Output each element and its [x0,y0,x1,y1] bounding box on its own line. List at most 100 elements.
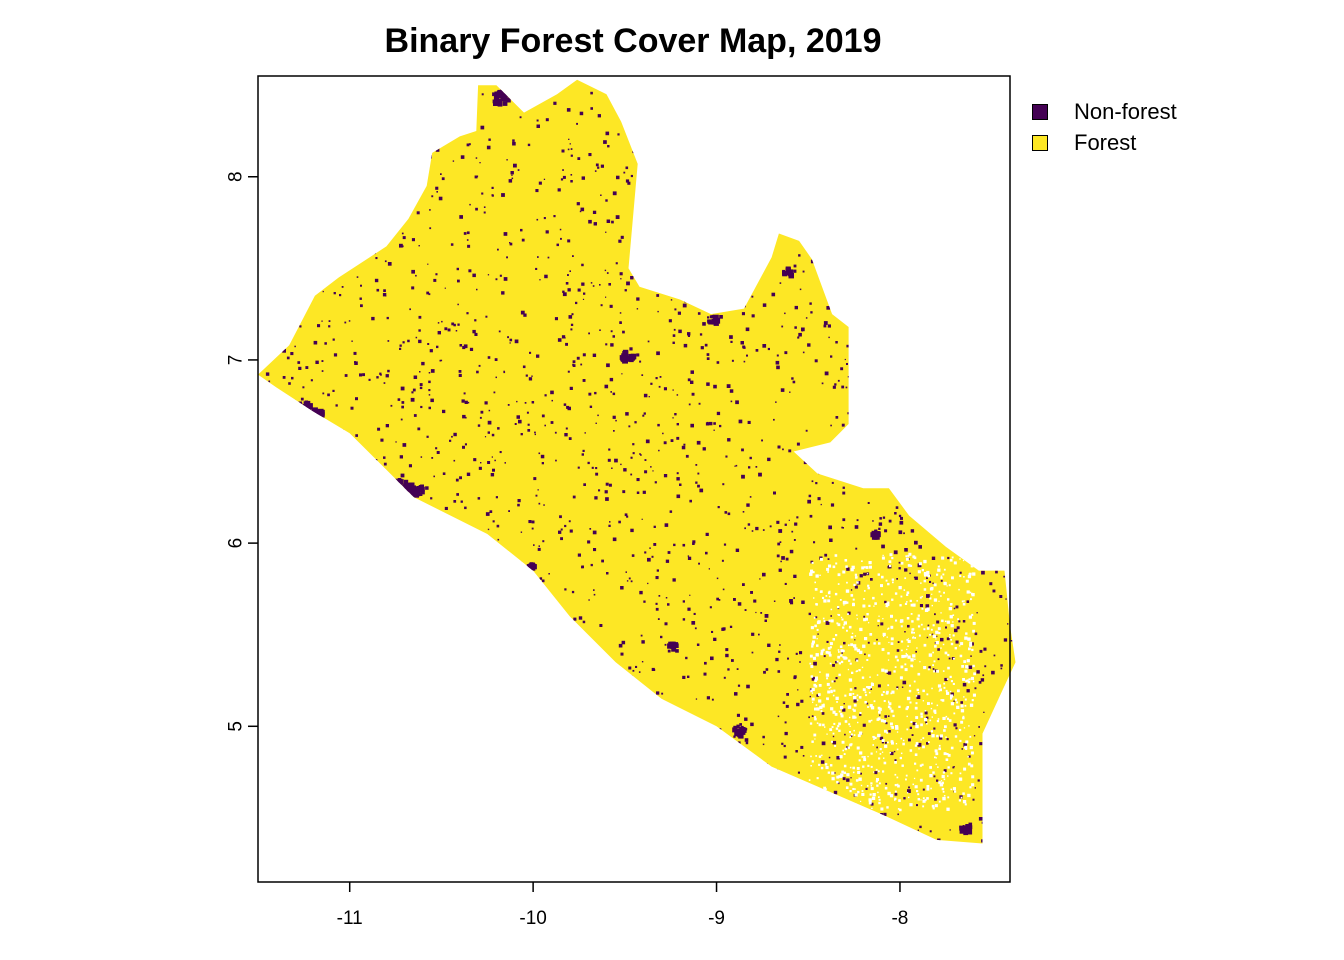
no-data-speckle [839,645,843,648]
no-data-speckle [859,627,863,632]
no-data-speckle [922,700,924,702]
no-data-speckle [867,584,870,587]
non-forest-speckle [387,340,390,342]
no-data-speckle [878,615,880,617]
non-forest-patch-cell [411,486,415,490]
no-data-speckle [882,770,885,773]
non-forest-speckle [519,116,522,119]
non-forest-speckle [721,559,724,562]
no-data-speckle [917,692,920,694]
non-forest-speckle [828,756,831,759]
non-forest-patch-cell [961,829,966,833]
non-forest-speckle [389,500,391,503]
non-forest-speckle [331,436,334,439]
non-forest-speckle [914,540,918,545]
no-data-speckle [860,784,863,787]
non-forest-speckle [846,746,849,749]
non-forest-speckle [384,260,387,263]
non-forest-speckle [904,266,906,269]
non-forest-speckle [819,448,823,452]
no-data-speckle [836,781,839,784]
non-forest-speckle [471,823,475,827]
non-forest-speckle [675,649,679,653]
non-forest-speckle [290,419,293,421]
non-forest-speckle [863,572,867,576]
non-forest-speckle [402,341,405,344]
no-data-speckle [963,557,966,560]
non-forest-speckle [511,174,513,176]
non-forest-speckle [840,459,842,462]
non-forest-speckle [982,674,985,677]
non-forest-speckle [437,322,440,324]
non-forest-speckle [630,528,634,533]
non-forest-speckle [433,831,437,835]
non-forest-speckle [428,380,431,384]
no-data-speckle [861,566,865,570]
non-forest-speckle [922,333,924,335]
non-forest-speckle [711,698,714,701]
non-forest-speckle [892,166,897,170]
non-forest-speckle [637,191,641,195]
non-forest-speckle [644,459,647,461]
non-forest-speckle [773,418,775,421]
non-forest-speckle [413,414,417,417]
non-forest-speckle [989,263,993,266]
non-forest-speckle [489,626,493,630]
non-forest-speckle [369,690,371,692]
non-forest-speckle [770,177,773,181]
non-forest-speckle [615,215,620,219]
non-forest-speckle [736,713,740,717]
non-forest-speckle [502,779,506,783]
non-forest-speckle [484,436,487,438]
non-forest-speckle [324,86,328,90]
non-forest-speckle [830,817,835,822]
non-forest-speckle [817,793,820,796]
non-forest-speckle [582,620,586,624]
non-forest-speckle [894,307,898,312]
non-forest-speckle [375,459,378,462]
no-data-speckle [935,757,937,759]
non-forest-speckle [328,325,331,328]
no-data-speckle [916,688,919,692]
non-forest-speckle [600,164,604,168]
non-forest-speckle [668,271,671,274]
non-forest-speckle [976,670,980,674]
non-forest-speckle [361,563,364,566]
non-forest-speckle [566,108,571,112]
no-data-speckle [900,752,903,755]
non-forest-speckle [418,339,422,344]
non-forest-speckle [966,362,969,366]
non-forest-patch-cell [622,357,627,362]
non-forest-speckle [1014,485,1016,489]
non-forest-speckle [382,293,387,297]
non-forest-speckle [336,841,340,844]
non-forest-speckle [894,792,898,796]
no-data-speckle [906,601,908,603]
no-data-speckle [943,568,946,571]
non-forest-speckle [619,321,622,324]
non-forest-speckle [999,595,1003,598]
non-forest-patch-cell [318,413,324,419]
no-data-speckle [960,796,963,799]
non-forest-speckle [837,379,840,382]
non-forest-speckle [671,161,674,164]
non-forest-speckle [654,481,657,484]
no-data-speckle [899,676,903,680]
no-data-speckle [941,699,945,702]
non-forest-speckle [481,93,484,96]
non-forest-speckle [980,678,985,682]
non-forest-speckle [424,596,427,599]
no-data-speckle [903,589,906,591]
no-data-speckle [859,712,862,715]
non-forest-speckle [950,692,954,696]
non-forest-speckle [1010,236,1012,238]
non-forest-speckle [276,282,280,286]
non-forest-speckle [468,269,472,273]
non-forest-speckle [802,351,805,354]
non-forest-speckle [293,489,298,494]
non-forest-speckle [542,834,546,839]
non-forest-speckle [428,154,432,159]
non-forest-speckle [737,684,741,687]
no-data-speckle [827,599,831,603]
no-data-speckle [905,774,908,777]
